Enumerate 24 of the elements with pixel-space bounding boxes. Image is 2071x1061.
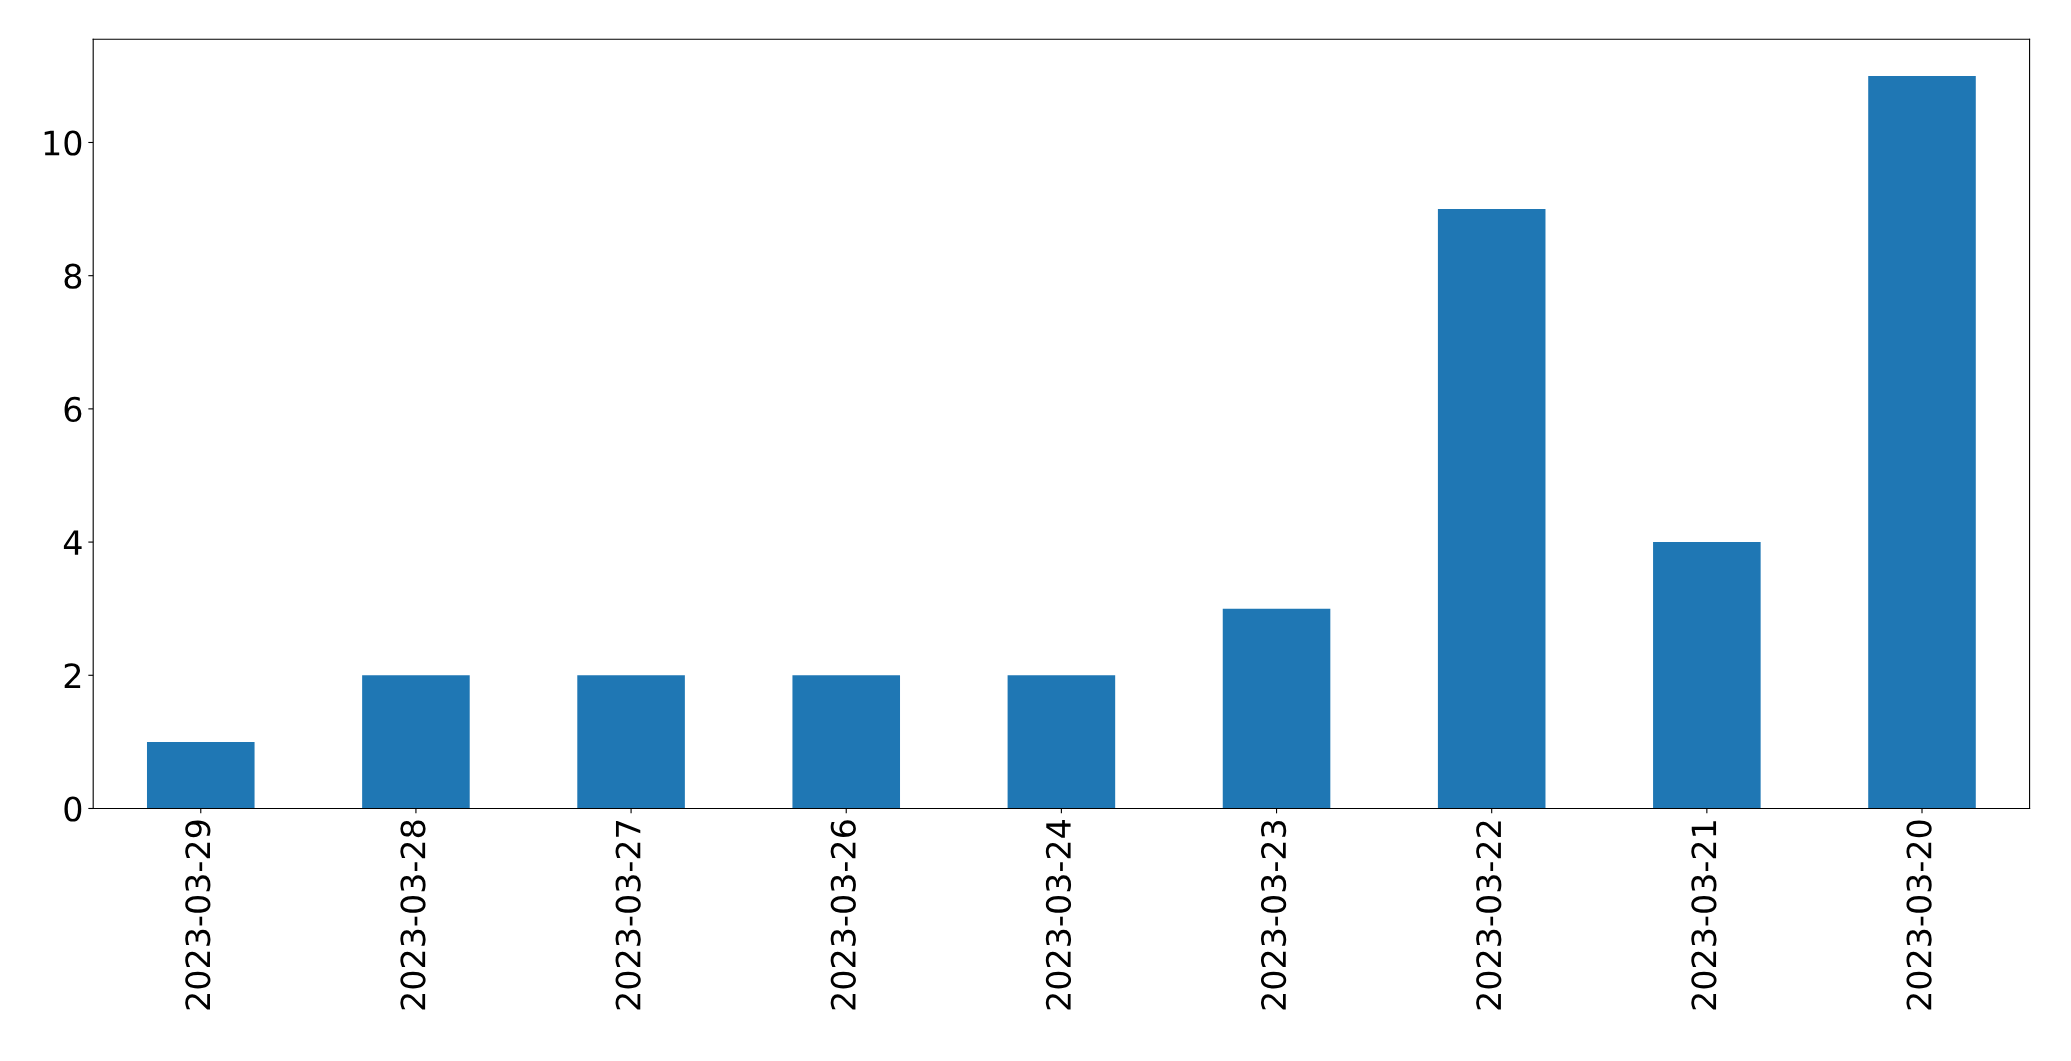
x-tick-label: 2023-03-21 [1691, 821, 1717, 1010]
bar [1437, 209, 1546, 809]
x-tick-label: 2023-03-23 [1261, 820, 1287, 1010]
y-tick-label: 8 [64, 263, 82, 289]
bar [1007, 675, 1116, 809]
x-tick-label: 2023-03-22 [1476, 821, 1502, 1010]
bar [577, 675, 685, 809]
y-tick-label: 6 [64, 396, 82, 423]
y-tick-label: 4 [63, 530, 82, 555]
bar [792, 675, 901, 809]
y-tick-label: 10 [44, 130, 82, 156]
x-tick-label: 2023-03-27 [615, 821, 641, 1010]
bar [362, 675, 470, 809]
y-tick-label: 0 [64, 796, 82, 822]
bar [1222, 608, 1331, 809]
x-tick-label: 2023-03-29 [185, 820, 211, 1010]
bar [146, 741, 255, 809]
x-tick-label: 2023-03-20 [1906, 820, 1932, 1010]
x-tick-label: 2023-03-24 [1045, 820, 1072, 1010]
x-tick-label: 2023-03-28 [400, 820, 426, 1010]
x-tick-label: 2023-03-26 [830, 820, 856, 1010]
bar [1868, 75, 1976, 809]
y-tick-label: 2 [64, 663, 81, 688]
bar [1653, 542, 1761, 809]
